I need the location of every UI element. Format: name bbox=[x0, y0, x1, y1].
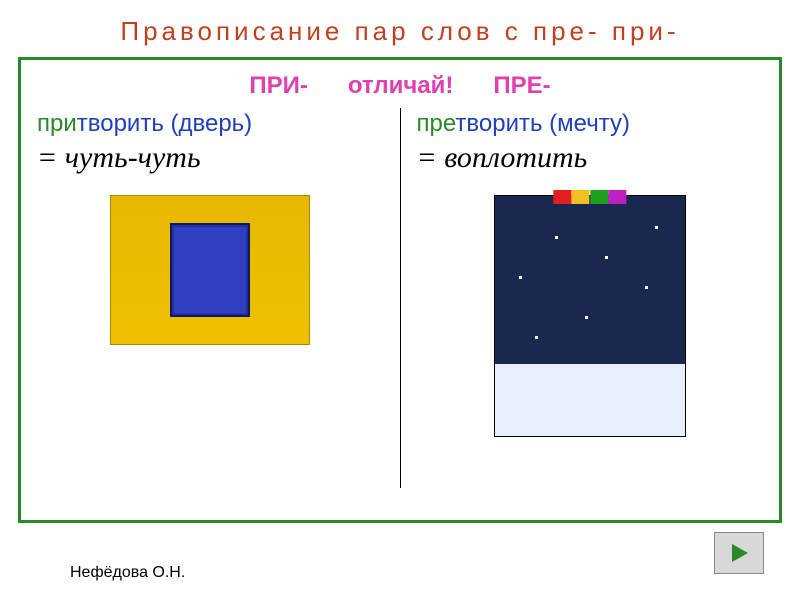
word-right: претворить (мечту) bbox=[417, 108, 764, 139]
gift-icon bbox=[608, 190, 626, 204]
gift-cluster-icon bbox=[555, 190, 624, 209]
slide-title: Правописание пар слов с пре- при- bbox=[0, 0, 800, 57]
gift-icon bbox=[553, 190, 571, 204]
star-icon bbox=[645, 286, 648, 289]
image-door bbox=[110, 195, 310, 345]
handwritten-left: = чуть-чуть bbox=[37, 141, 384, 175]
header-mid: отличай! bbox=[348, 72, 454, 100]
stem-right: творить bbox=[455, 110, 542, 137]
star-icon bbox=[605, 256, 608, 259]
handwritten-right: = воплотить bbox=[417, 141, 764, 175]
stem-left: творить bbox=[77, 110, 164, 137]
column-left: притворить (дверь) = чуть-чуть bbox=[21, 108, 400, 488]
column-right: претворить (мечту) = воплотить bbox=[401, 108, 780, 488]
paren-right: (мечту) bbox=[549, 110, 630, 137]
star-icon bbox=[655, 226, 658, 229]
prefix-pri: при bbox=[37, 110, 77, 137]
shutter-icon bbox=[170, 223, 250, 317]
word-left: притворить (дверь) bbox=[37, 108, 384, 139]
gift-icon bbox=[572, 190, 590, 204]
paren-left: (дверь) bbox=[171, 110, 253, 137]
author-label: Нефёдова О.Н. bbox=[70, 564, 185, 582]
star-icon bbox=[519, 276, 522, 279]
next-slide-button[interactable] bbox=[714, 532, 764, 574]
star-icon bbox=[535, 336, 538, 339]
columns: притворить (дверь) = чуть-чуть претворит… bbox=[21, 108, 779, 488]
content-box: ПРИ- отличай! ПРЕ- притворить (дверь) = … bbox=[18, 57, 782, 523]
play-icon bbox=[726, 540, 752, 566]
header-row: ПРИ- отличай! ПРЕ- bbox=[21, 60, 779, 108]
image-dream bbox=[494, 195, 686, 437]
gift-icon bbox=[590, 190, 608, 204]
star-icon bbox=[555, 236, 558, 239]
prefix-pre: пре bbox=[417, 110, 456, 137]
star-icon bbox=[585, 316, 588, 319]
header-pri: ПРИ- bbox=[249, 72, 308, 100]
header-pre: ПРЕ- bbox=[493, 72, 550, 100]
